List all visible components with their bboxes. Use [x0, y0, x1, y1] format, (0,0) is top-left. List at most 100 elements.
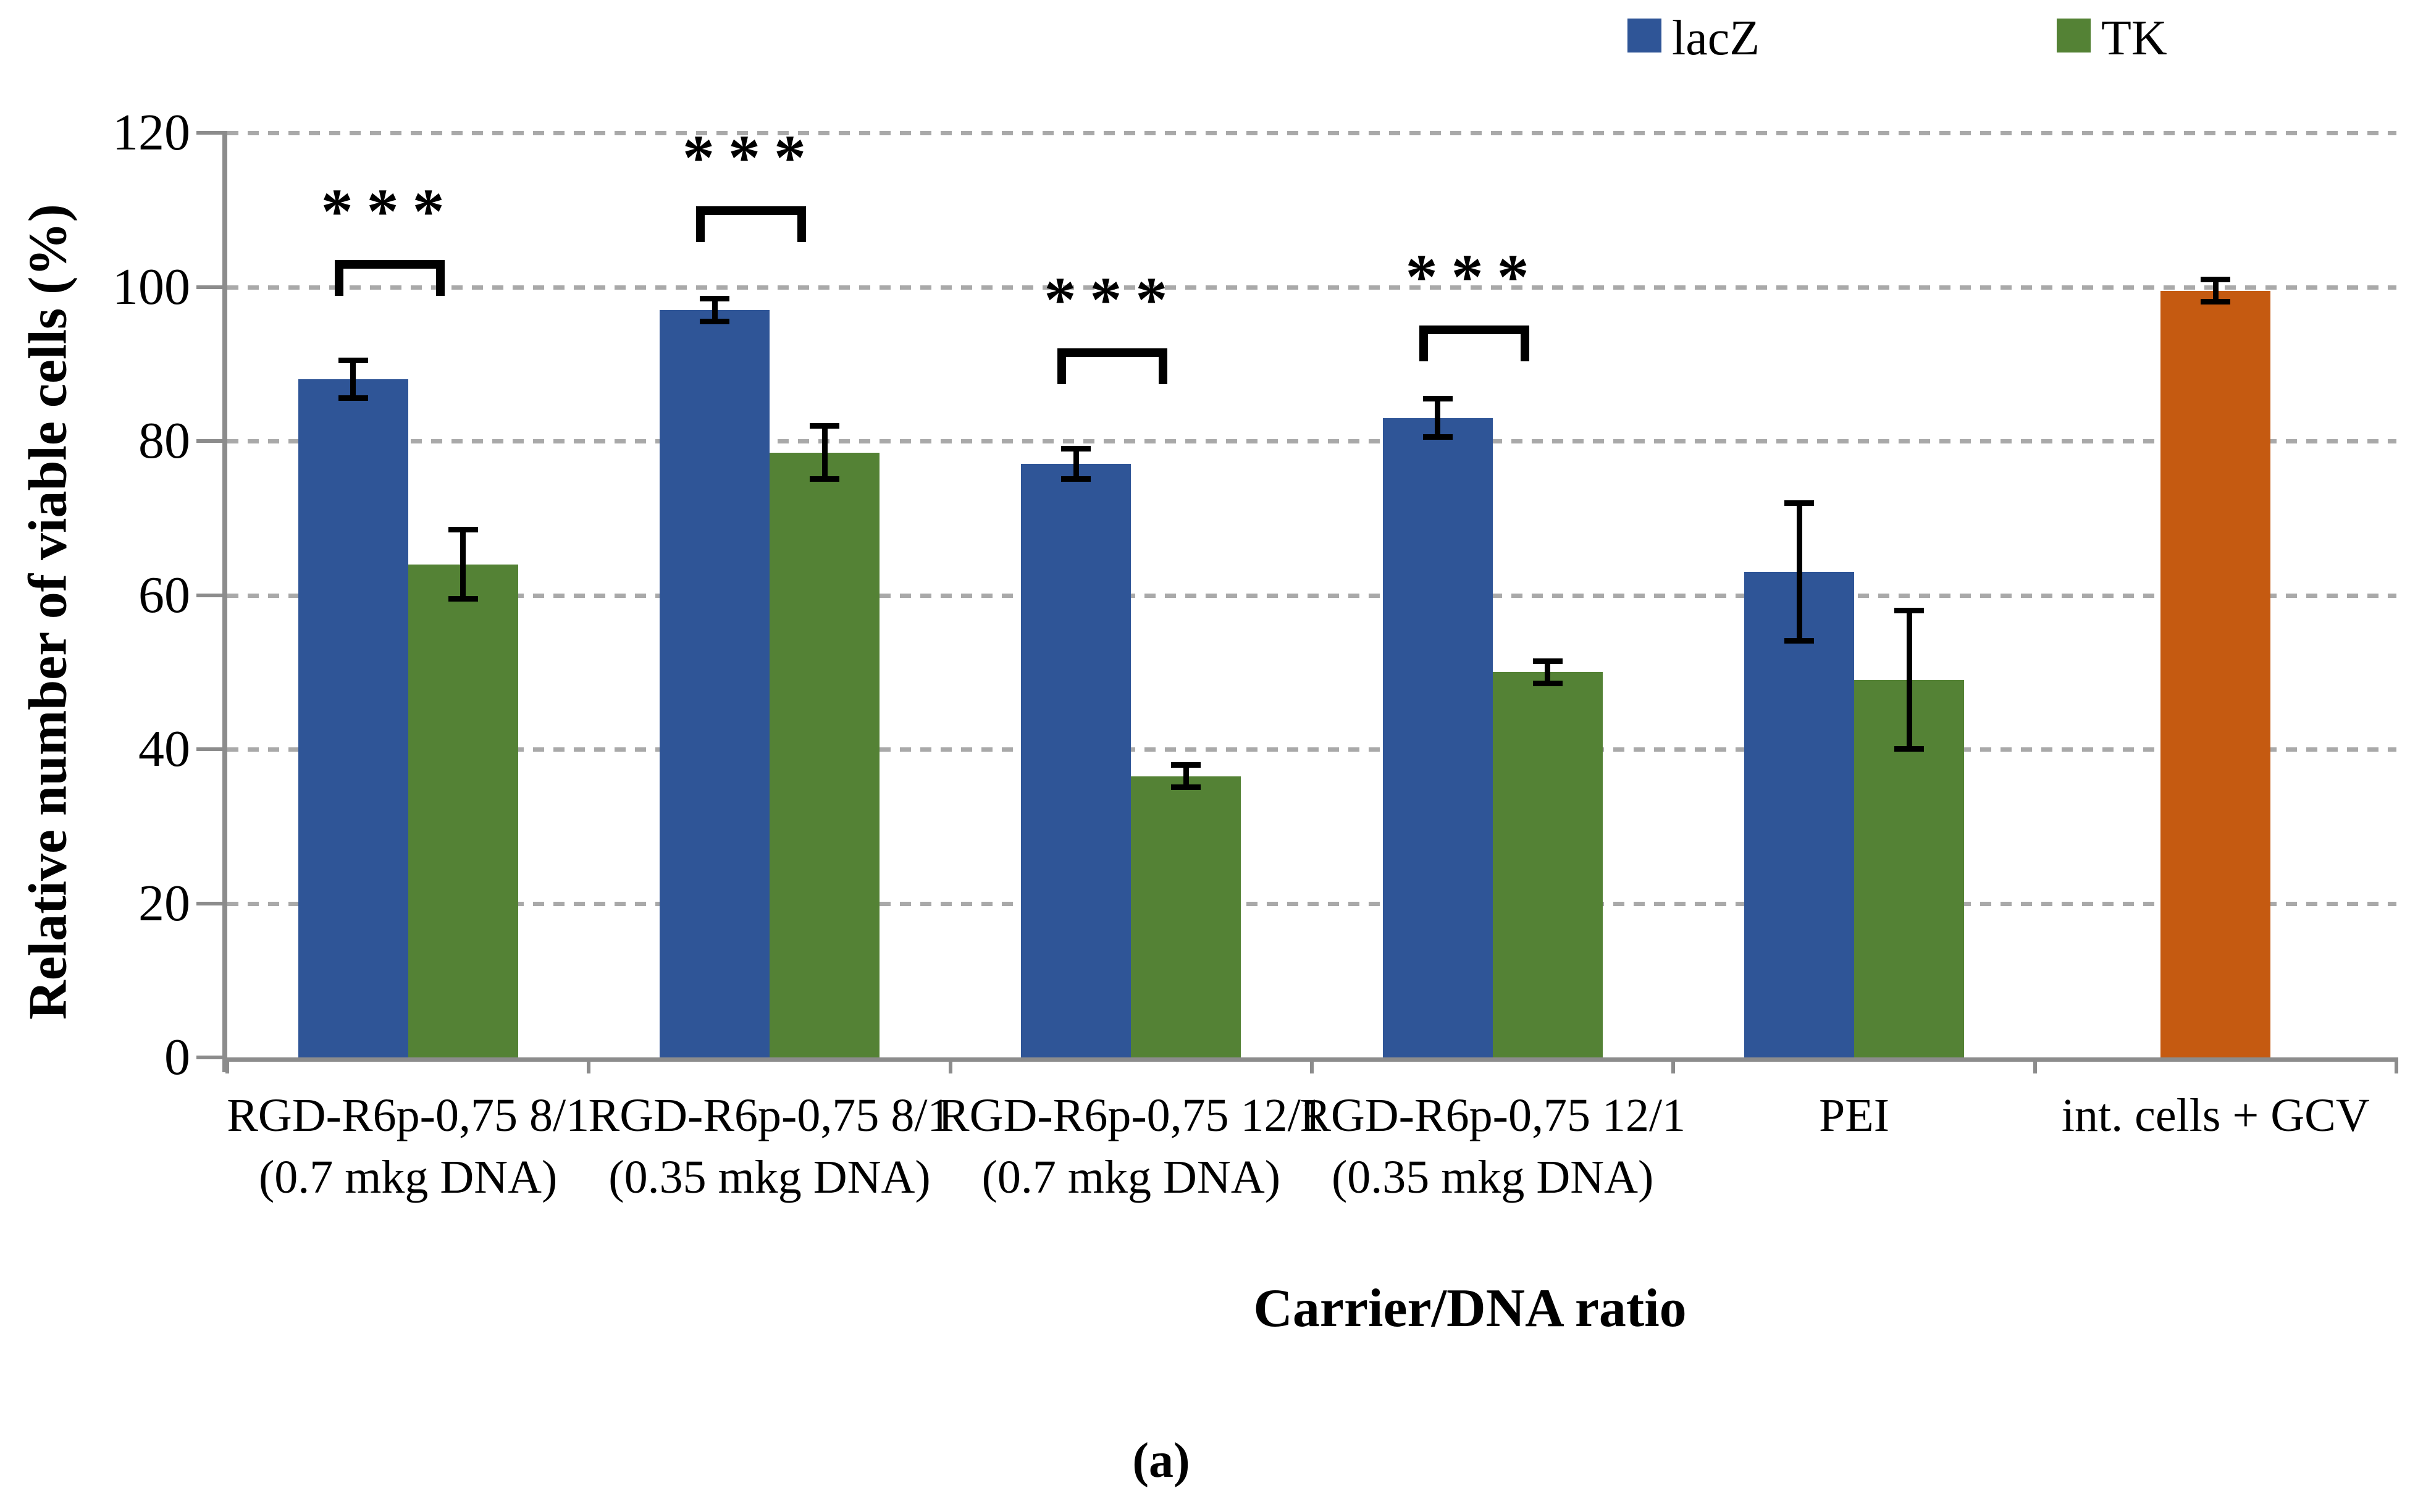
x-category-label-1: RGD-R6p-0,75 8/1 (0.35 mkg DNA) — [560, 1085, 980, 1208]
error-lacz-0-cap-top — [338, 358, 368, 363]
error-lacz-3-cap-bottom — [1422, 434, 1453, 440]
error-tk-4-cap-bottom — [1894, 746, 1924, 752]
bar-lacz-2 — [1021, 464, 1132, 1057]
x-category-label-line1: RGD-R6p-0,75 12/1 — [938, 1090, 1324, 1141]
x-category-label-line2: (0.35 mkg DNA) — [1331, 1151, 1654, 1203]
x-axis-tick-0 — [225, 1057, 229, 1073]
sig-bracket-leg-left-3 — [1419, 325, 1428, 361]
error-tk-2-cap-top — [1171, 762, 1201, 768]
x-category-label-line2: (0.7 mkg DNA) — [981, 1151, 1281, 1203]
y-tick-label-120: 120 — [112, 104, 190, 161]
error-tk-0-cap-bottom — [448, 595, 478, 602]
sig-bracket-leg-right-2 — [1159, 348, 1168, 385]
bar-lacz-3 — [1382, 418, 1493, 1057]
error-tk-4-cap-top — [1894, 608, 1924, 614]
sig-bracket-3 — [1419, 325, 1529, 334]
gridline-40 — [227, 747, 2396, 752]
sig-bracket-leg-left-1 — [696, 206, 705, 242]
x-category-label-line1: RGD-R6p-0,75 12/1 — [1299, 1090, 1686, 1141]
legend-label-tk: TK — [2101, 11, 2167, 65]
y-tick-label-80: 80 — [138, 412, 190, 469]
y-tick-40 — [196, 747, 227, 751]
gridline-60 — [227, 593, 2396, 598]
sig-bracket-leg-left-0 — [334, 259, 343, 296]
x-axis-line — [222, 1057, 2396, 1062]
x-category-label-line2: (0.7 mkg DNA) — [258, 1151, 558, 1203]
y-tick-20 — [196, 901, 227, 905]
sig-stars-2: *** — [1044, 264, 1182, 336]
sig-stars-0: *** — [321, 175, 458, 247]
y-tick-100 — [196, 285, 227, 289]
error-tk-4-line — [1906, 610, 1912, 749]
bar-lacz-1 — [660, 309, 770, 1057]
error-lacz-3-line — [1435, 398, 1441, 437]
error-tk-1-cap-top — [810, 423, 839, 429]
x-category-label-line1: int. cells + GCV — [2061, 1090, 2370, 1141]
legend-label-lacz: lacZ — [1672, 11, 1760, 65]
error-tk-2-line — [1183, 764, 1189, 788]
sig-bracket-2 — [1057, 348, 1168, 358]
bar-tk-3 — [1492, 672, 1603, 1057]
error-lacz-4-cap-top — [1784, 500, 1814, 506]
error-tk-0-cap-top — [448, 527, 478, 533]
gridline-120 — [227, 131, 2396, 135]
error-tk-3-cap-top — [1532, 658, 1563, 664]
bar-tk-0 — [408, 564, 518, 1057]
sig-bracket-0 — [334, 259, 445, 269]
error-control-line — [2212, 279, 2219, 303]
y-tick-60 — [196, 593, 227, 597]
gridline-80 — [227, 439, 2396, 443]
error-lacz-1-cap-top — [700, 296, 729, 302]
sig-bracket-1 — [696, 206, 806, 215]
x-axis-tick-2 — [948, 1057, 952, 1073]
y-tick-0 — [196, 1056, 227, 1059]
x-category-label-line1: PEI — [1819, 1090, 1889, 1141]
error-lacz-2-line — [1073, 448, 1079, 480]
sig-bracket-leg-right-0 — [435, 259, 445, 296]
bar-lacz-4 — [1744, 572, 1854, 1057]
error-lacz-3-cap-top — [1422, 396, 1453, 402]
error-lacz-0-line — [350, 360, 356, 399]
x-axis-tick-6 — [2395, 1057, 2398, 1073]
x-category-label-5: int. cells + GCV — [2005, 1085, 2410, 1146]
y-tick-80 — [196, 439, 227, 443]
error-lacz-4-line — [1796, 502, 1802, 642]
error-tk-3-line — [1545, 660, 1551, 684]
x-axis-tick-5 — [2033, 1057, 2037, 1073]
error-lacz-2-cap-bottom — [1061, 476, 1091, 482]
error-tk-0-line — [460, 529, 466, 599]
x-category-label-line2: (0.35 mkg DNA) — [608, 1151, 931, 1203]
x-axis-title: Carrier/DNA ratio — [1253, 1279, 1687, 1338]
x-category-label-line1: RGD-R6p-0,75 8/1 — [227, 1090, 590, 1141]
error-lacz-1-cap-bottom — [700, 318, 729, 324]
x-axis-tick-3 — [1310, 1057, 1314, 1073]
error-lacz-0-cap-bottom — [338, 395, 368, 401]
sig-bracket-leg-right-1 — [797, 206, 806, 242]
error-tk-1-line — [821, 426, 828, 480]
bar-tk-1 — [770, 452, 880, 1057]
x-category-label-4: PEI — [1644, 1085, 2064, 1146]
error-lacz-2-cap-top — [1061, 446, 1091, 452]
y-tick-label-40: 40 — [138, 720, 190, 778]
legend-swatch-lacz — [1627, 19, 1661, 52]
y-tick-120 — [196, 131, 227, 135]
x-category-label-2: RGD-R6p-0,75 12/1 (0.7 mkg DNA) — [921, 1085, 1341, 1208]
sig-stars-3: *** — [1405, 241, 1543, 313]
x-category-label-3: RGD-R6p-0,75 12/1 (0.35 mkg DNA) — [1283, 1085, 1703, 1208]
x-category-label-0: RGD-R6p-0,75 8/1 (0.7 mkg DNA) — [198, 1085, 618, 1208]
error-tk-3-cap-bottom — [1532, 680, 1563, 686]
figure-caption: (a) — [1132, 1434, 1190, 1488]
x-category-label-line1: RGD-R6p-0,75 8/1 — [588, 1090, 951, 1141]
y-axis-line — [222, 133, 227, 1072]
error-lacz-4-cap-bottom — [1784, 638, 1814, 644]
bar-tk-2 — [1131, 776, 1241, 1057]
sig-stars-1: *** — [682, 122, 820, 193]
y-tick-label-0: 0 — [164, 1028, 190, 1086]
x-axis-tick-1 — [587, 1057, 591, 1073]
gridline-100 — [227, 285, 2396, 290]
error-tk-2-cap-bottom — [1171, 784, 1201, 791]
error-control-cap-top — [2201, 277, 2231, 283]
sig-bracket-leg-left-2 — [1057, 348, 1067, 385]
y-tick-label-100: 100 — [112, 258, 190, 316]
bar-lacz-0 — [298, 379, 408, 1057]
